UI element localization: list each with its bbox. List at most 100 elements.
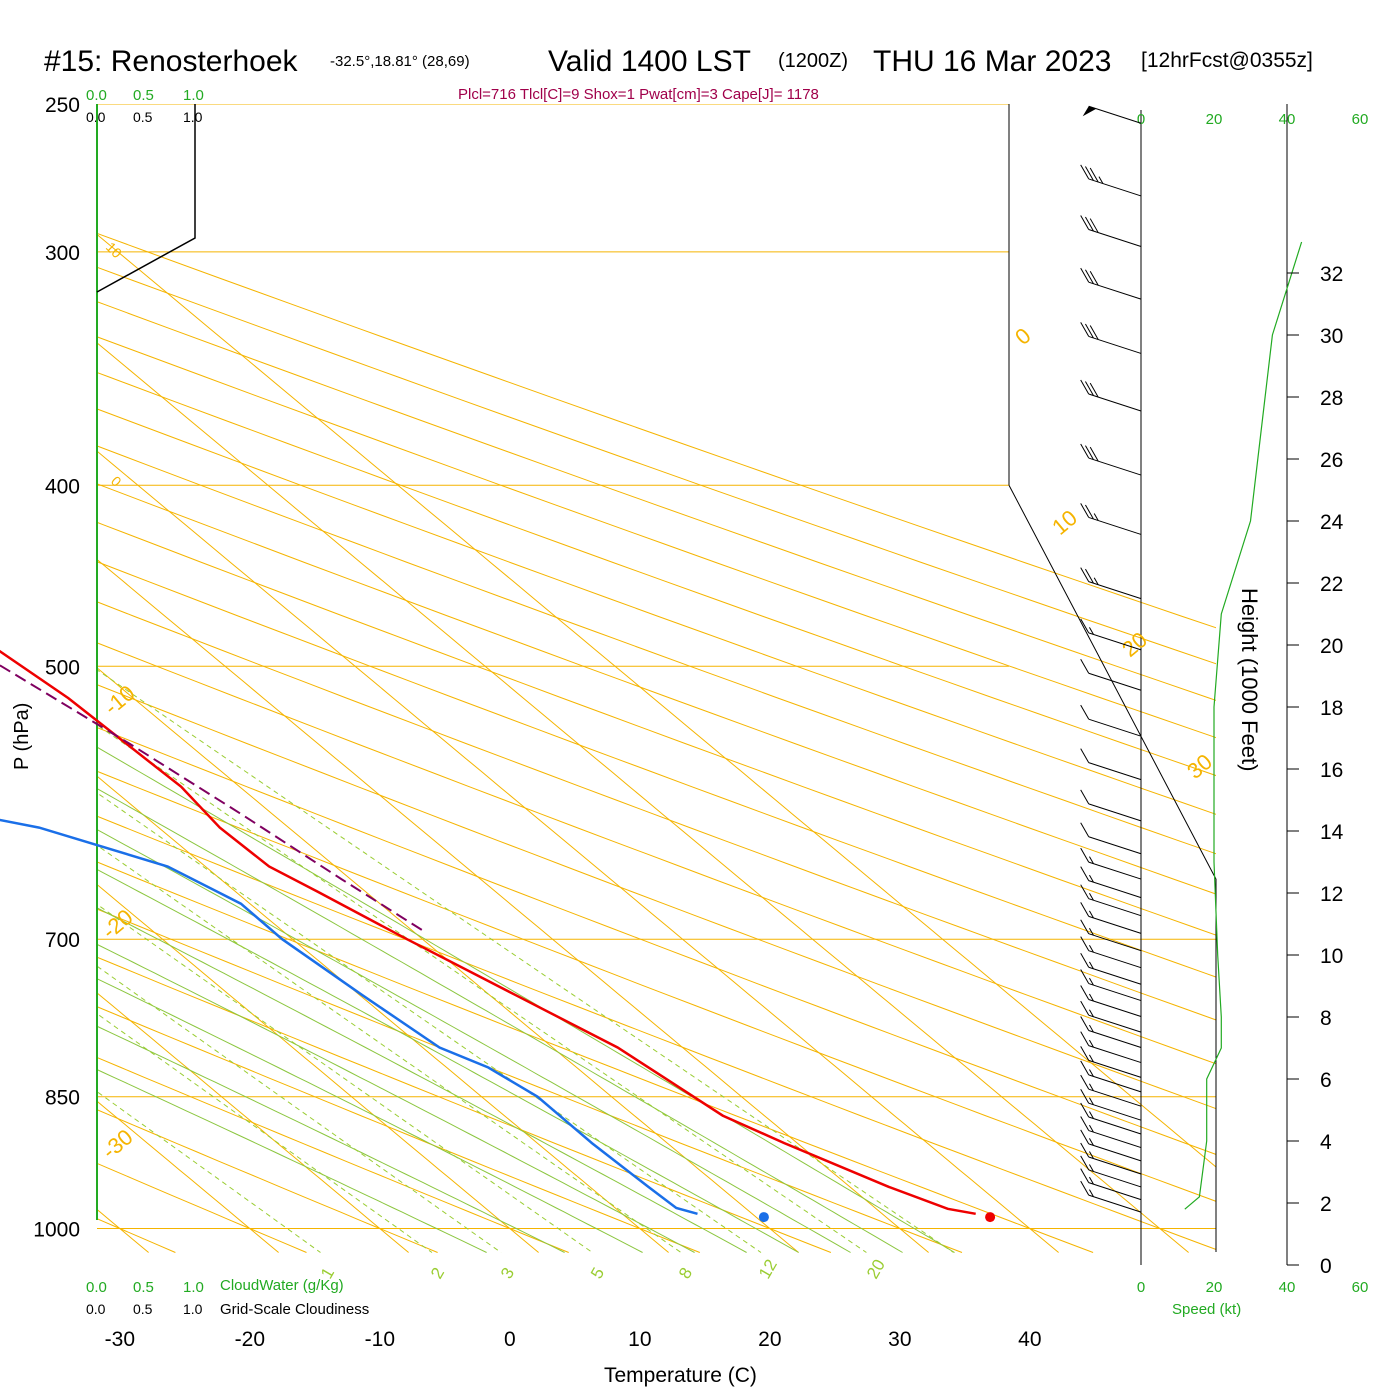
cloudiness-profile bbox=[96, 104, 196, 293]
wind-barb-full bbox=[1085, 269, 1094, 284]
height-tick-label: 6 bbox=[1320, 1069, 1332, 1092]
wind-barb bbox=[1080, 969, 1142, 1002]
cloudwater-top-axis: 0.0 0.5 1.0 0.0 0.5 1.0 bbox=[86, 87, 204, 125]
wind-barb bbox=[1080, 789, 1142, 822]
temperature-tick-label: 20 bbox=[758, 1328, 781, 1351]
wind-barb-full bbox=[1080, 847, 1090, 863]
wind-barb-full bbox=[1085, 216, 1094, 232]
wind-barb-staff bbox=[1088, 983, 1142, 1002]
zulu-time: (1200Z) bbox=[778, 50, 848, 72]
wind-barb bbox=[1080, 658, 1142, 691]
wind-barb-staff bbox=[1088, 1030, 1142, 1048]
speed-caption: Speed (kt) bbox=[1172, 1301, 1241, 1318]
cloudwater-top-tick: 0.0 bbox=[86, 87, 107, 104]
wind-barb-full bbox=[1080, 379, 1090, 395]
wind-barb bbox=[1080, 443, 1142, 476]
wind-barb-full bbox=[1080, 1060, 1090, 1076]
wind-barb bbox=[1080, 1016, 1142, 1048]
mixing-ratio-line bbox=[97, 965, 502, 1253]
wind-barb-staff bbox=[1088, 861, 1142, 880]
height-tick-label: 14 bbox=[1320, 821, 1344, 844]
wind-barb-half bbox=[1089, 993, 1094, 1002]
temperature-tick-label: 40 bbox=[1018, 1328, 1041, 1351]
height-tick-label: 28 bbox=[1320, 387, 1343, 410]
wind-barb-half bbox=[1089, 928, 1094, 936]
forecast-info: [12hrFcst@0355z] bbox=[1141, 49, 1313, 72]
wind-barb-full bbox=[1080, 1180, 1090, 1196]
wind-barb-full bbox=[1085, 445, 1094, 460]
height-tick-label: 18 bbox=[1320, 697, 1343, 720]
speed-bottom-tick: 0 bbox=[1137, 1279, 1145, 1296]
wind-barb-half bbox=[1089, 874, 1094, 883]
dry-adiabat-line bbox=[97, 861, 1094, 1253]
wind-barb-staff bbox=[1088, 933, 1142, 952]
cloudiness-bottom-tick: 0.0 bbox=[86, 1301, 106, 1317]
temperature-line bbox=[0, 649, 976, 1216]
wind-barb-staff bbox=[1088, 803, 1142, 822]
wind-barb bbox=[1080, 164, 1142, 197]
height-tick-label: 32 bbox=[1320, 263, 1343, 286]
dry-adiabat-line bbox=[97, 956, 832, 1253]
isotherm-line bbox=[97, 558, 929, 1253]
dry-adiabat-line bbox=[97, 1218, 176, 1253]
dry-adiabat-line bbox=[97, 727, 1216, 1155]
wind-barb-full bbox=[1080, 884, 1090, 899]
moist-adiabat-line bbox=[97, 1025, 565, 1253]
wind-barb-full bbox=[1080, 936, 1090, 951]
cloudiness-top-tick: 0.5 bbox=[133, 109, 153, 125]
wind-barb bbox=[1080, 618, 1142, 651]
wind-barb-staff bbox=[1088, 393, 1142, 412]
wind-barb-full bbox=[1080, 503, 1090, 518]
mixing-ratio-label: 20 bbox=[863, 1256, 889, 1282]
dry-adiabat-line bbox=[97, 908, 963, 1253]
wind-barb-full bbox=[1080, 215, 1090, 230]
dry-adiabat-line bbox=[97, 1006, 700, 1253]
moist-adiabat-line bbox=[97, 868, 799, 1253]
temperature-tick-label: -10 bbox=[365, 1328, 395, 1351]
height-axis-label: Height (1000 Feet) bbox=[1237, 588, 1262, 771]
dry-adiabat-line bbox=[97, 815, 1216, 1250]
dry-adiabat-line bbox=[97, 371, 1216, 777]
isotherm-line bbox=[97, 450, 1059, 1253]
wind-barb-half bbox=[1089, 1111, 1094, 1119]
wind-barb-staff bbox=[1088, 1014, 1142, 1033]
wind-barb-half bbox=[1089, 1151, 1094, 1159]
wind-barb-full bbox=[1085, 166, 1094, 181]
wind-barb bbox=[1080, 822, 1142, 855]
cloudwater-bottom-tick: 0.0 bbox=[86, 1279, 107, 1296]
y-axis-label: P (hPa) bbox=[11, 703, 33, 770]
wind-barb-full bbox=[1080, 443, 1090, 459]
wind-barb-half bbox=[1089, 1164, 1094, 1172]
cloudwater-caption: CloudWater (g/Kg) bbox=[220, 1277, 344, 1294]
wind-barb-staff bbox=[1088, 898, 1142, 917]
wind-barb-staff bbox=[1088, 762, 1142, 781]
temperature-tick-label: -20 bbox=[235, 1328, 265, 1351]
wind-barb-half bbox=[1089, 1054, 1094, 1063]
wind-barb-staff bbox=[1088, 1074, 1142, 1093]
wind-barb-half bbox=[1089, 1009, 1094, 1017]
wind-barb-full bbox=[1080, 1088, 1090, 1104]
pressure-tick-label: 850 bbox=[45, 1087, 80, 1110]
wind-barb-staff bbox=[1088, 672, 1142, 691]
wind-barb-staff bbox=[1088, 915, 1142, 934]
wind-barb-staff bbox=[1088, 880, 1142, 899]
dewpoint-line bbox=[0, 818, 698, 1216]
dry-adiabat-line bbox=[97, 1056, 569, 1253]
wind-barb-full bbox=[1080, 322, 1090, 337]
wind-barb-half bbox=[1089, 1083, 1094, 1091]
wind-barb-full bbox=[1085, 381, 1094, 396]
wind-barb-half bbox=[1089, 944, 1094, 953]
wind-barb-full bbox=[1089, 446, 1099, 462]
isotherm-label: -20 bbox=[97, 904, 137, 944]
wind-barb-full bbox=[1080, 1000, 1090, 1016]
height-tick-label: 0 bbox=[1320, 1255, 1332, 1278]
wind-barb-full bbox=[1080, 1102, 1090, 1118]
wind-barb-full bbox=[1089, 218, 1099, 233]
mixing-ratio-line bbox=[97, 903, 593, 1253]
isotherm-line bbox=[97, 992, 409, 1253]
dry-adiabat-line bbox=[97, 483, 1216, 895]
wind-barb-full bbox=[1080, 919, 1090, 934]
wind-barb bbox=[1082, 105, 1142, 124]
wind-barb-half bbox=[1089, 1097, 1094, 1106]
